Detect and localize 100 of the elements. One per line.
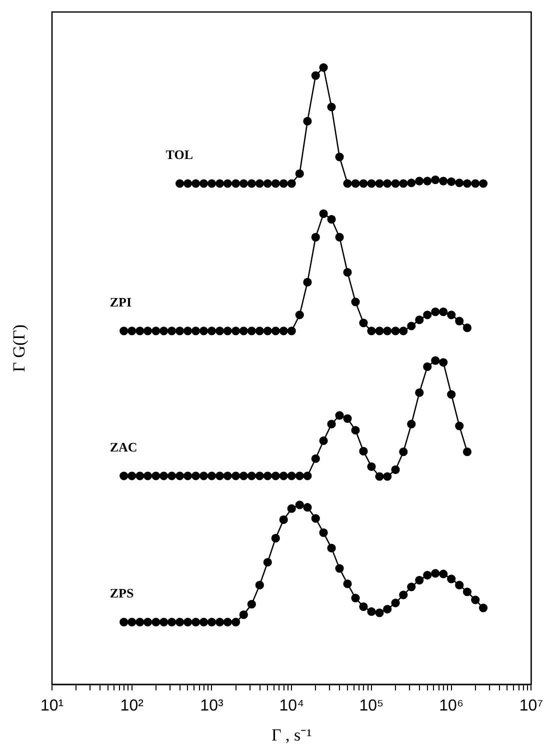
- point: [431, 356, 440, 365]
- point: [439, 570, 448, 578]
- point: [311, 454, 320, 463]
- point: [471, 596, 480, 604]
- point: [431, 308, 440, 316]
- point: [311, 232, 320, 242]
- series-label: TOL: [166, 146, 194, 162]
- point: [319, 209, 328, 218]
- point: [462, 448, 472, 456]
- point: [447, 390, 456, 399]
- point: [319, 528, 328, 537]
- point: [231, 472, 240, 480]
- point: [367, 462, 376, 471]
- point: [120, 326, 128, 336]
- point: [128, 472, 136, 480]
- point: [136, 326, 144, 336]
- series-label: ZAC: [110, 439, 138, 454]
- point: [359, 602, 368, 611]
- point: [152, 472, 160, 480]
- point: [231, 618, 240, 626]
- point: [287, 504, 296, 513]
- point: [335, 564, 344, 573]
- point: [199, 618, 208, 626]
- point: [423, 362, 432, 372]
- point: [439, 358, 448, 367]
- point: [455, 316, 464, 326]
- x-tick-label: 10³: [200, 697, 224, 714]
- point: [199, 472, 208, 480]
- point: [136, 472, 144, 480]
- point: [279, 515, 288, 524]
- x-tick-label: 10²: [120, 697, 144, 714]
- point: [407, 322, 416, 330]
- point: [279, 326, 288, 336]
- point: [375, 472, 384, 481]
- point: [415, 388, 424, 397]
- point: [159, 326, 168, 336]
- point: [207, 618, 216, 626]
- point: [423, 310, 432, 320]
- x-tick-label: 10¹: [40, 697, 64, 714]
- point: [247, 600, 256, 609]
- point: [143, 326, 152, 336]
- point: [311, 514, 320, 523]
- point: [359, 318, 368, 328]
- point: [478, 604, 488, 612]
- point: [128, 618, 136, 626]
- point: [255, 472, 264, 480]
- point: [423, 570, 432, 580]
- x-tick-label: 10⁷: [519, 697, 544, 714]
- point: [183, 472, 192, 480]
- point: [367, 326, 376, 336]
- point: [128, 326, 136, 336]
- point: [191, 326, 200, 336]
- point: [175, 472, 184, 480]
- point: [239, 610, 248, 619]
- point: [319, 436, 328, 446]
- point: [159, 472, 168, 480]
- point: [247, 326, 256, 336]
- point: [223, 618, 232, 626]
- x-tick-label: 10⁶: [439, 697, 464, 714]
- point: [431, 569, 440, 578]
- point: [455, 422, 464, 430]
- point: [327, 214, 336, 224]
- point: [215, 618, 224, 626]
- point: [231, 326, 240, 336]
- point: [462, 324, 472, 332]
- point: [263, 558, 272, 567]
- x-tick-label: 10⁵: [359, 697, 384, 714]
- point: [143, 618, 152, 626]
- point: [295, 500, 304, 510]
- point: [191, 618, 200, 626]
- point: [455, 580, 464, 590]
- point: [255, 326, 264, 336]
- point: [271, 534, 280, 542]
- point: [327, 544, 336, 552]
- point: [343, 414, 352, 423]
- point: [175, 618, 184, 626]
- point: [399, 448, 408, 456]
- point: [215, 326, 224, 336]
- point: [255, 580, 264, 590]
- point: [287, 326, 296, 336]
- point: [407, 582, 416, 592]
- point: [383, 326, 392, 336]
- point: [351, 298, 360, 306]
- point: [279, 472, 288, 480]
- point: [120, 472, 128, 480]
- point: [239, 326, 248, 336]
- point: [263, 472, 272, 480]
- point: [271, 472, 280, 480]
- point: [343, 268, 352, 277]
- point: [247, 472, 256, 480]
- x-axis-title: Γ , s⁻¹: [271, 725, 312, 744]
- point: [175, 326, 184, 336]
- point: [215, 472, 224, 480]
- point: [207, 472, 216, 480]
- point: [375, 326, 384, 336]
- point: [152, 326, 160, 336]
- point: [375, 608, 384, 618]
- point: [335, 411, 344, 420]
- point: [391, 326, 400, 336]
- point: [335, 232, 344, 242]
